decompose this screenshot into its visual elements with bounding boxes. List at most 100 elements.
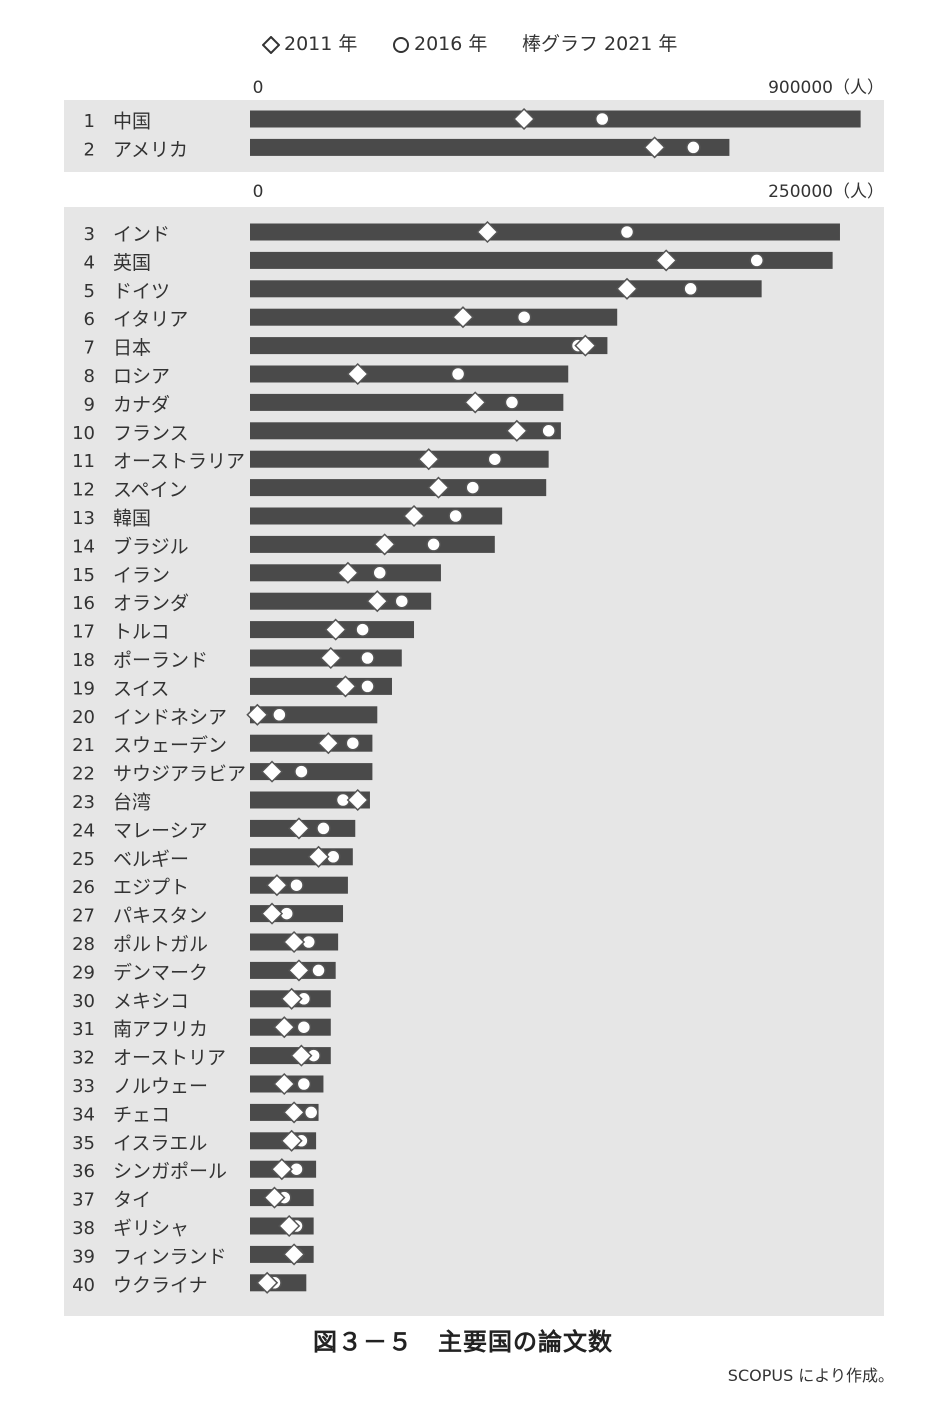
marker-2011-diamond <box>265 874 288 897</box>
bar-2021 <box>250 422 561 440</box>
rank-label: 15 <box>72 565 95 586</box>
marker-2016-circle <box>594 111 610 127</box>
marker-2016-circle <box>289 877 304 893</box>
marker-2011-diamond <box>273 1016 296 1039</box>
country-label: 日本 <box>113 337 151 359</box>
marker-2011-diamond <box>263 1186 286 1209</box>
marker-2016-circle <box>448 508 463 524</box>
marker-2011-diamond <box>655 249 678 272</box>
marker-2011-diamond <box>574 334 597 357</box>
axis-max-label: 900000（人） <box>768 78 884 98</box>
country-label: ポルトガル <box>113 934 208 956</box>
country-label: 英国 <box>113 252 151 274</box>
marker-2011-diamond <box>319 646 342 670</box>
country-label: 台湾 <box>113 792 151 814</box>
country-label: ギリシャ <box>113 1218 189 1240</box>
country-label: チェコ <box>113 1104 170 1126</box>
marker-2016-circle <box>619 224 635 240</box>
country-label: フィンランド <box>113 1246 227 1268</box>
marker-2011-diamond <box>287 817 311 840</box>
rank-label: 21 <box>72 735 95 756</box>
marker-2016-circle <box>450 366 466 382</box>
legend-item-2011: 2011 年 <box>261 28 358 60</box>
marker-2016-circle <box>516 309 532 325</box>
axis-min-label: 0 <box>253 182 264 202</box>
marker-2011-diamond <box>307 845 330 868</box>
marker-2011-diamond <box>283 1101 306 1124</box>
marker-2016-circle <box>296 1019 312 1035</box>
country-label: サウジアラビア <box>113 763 246 785</box>
marker-2011-diamond <box>246 703 269 726</box>
marker-2016-circle <box>355 622 370 637</box>
marker-2011-diamond <box>615 277 639 300</box>
rank-label: 31 <box>72 1019 95 1040</box>
rank-label: 23 <box>72 792 95 813</box>
country-label: トルコ <box>113 621 170 643</box>
bar-2021 <box>250 365 569 383</box>
marker-2016-circle <box>316 821 331 836</box>
marker-2011-diamond <box>334 675 357 698</box>
marker-2011-diamond <box>402 504 426 528</box>
rank-label: 36 <box>72 1161 95 1182</box>
marker-2011-diamond <box>280 987 303 1010</box>
marker-2011-diamond <box>643 136 666 159</box>
country-label: オーストラリア <box>113 451 245 473</box>
legend-item-2016: 2016 年 <box>392 28 487 60</box>
rank-label: 1 <box>84 111 95 132</box>
source-note: SCOPUS により作成。 <box>727 1366 894 1385</box>
marker-2016-circle <box>683 281 698 297</box>
marker-2011-diamond <box>283 1243 306 1266</box>
legend-label-2011: 2011 年 <box>284 33 358 55</box>
country-label: オランダ <box>113 593 189 615</box>
marker-2016-circle <box>487 451 503 467</box>
country-label: デンマーク <box>113 962 208 984</box>
country-label: メキシコ <box>113 990 189 1012</box>
country-label: イタリア <box>113 309 188 331</box>
rank-label: 3 <box>84 224 95 245</box>
rank-label: 10 <box>72 423 95 444</box>
chart-panel-2 <box>64 207 884 1316</box>
country-label: インド <box>113 224 170 246</box>
marker-2011-diamond <box>273 1072 296 1096</box>
rank-label: 22 <box>72 764 95 785</box>
marker-2011-diamond <box>373 533 396 556</box>
rank-label: 6 <box>84 309 95 330</box>
bar-2021 <box>250 479 547 497</box>
rank-label: 29 <box>72 962 95 983</box>
marker-2011-diamond <box>427 476 450 499</box>
legend-item-2021: 棒グラフ 2021 年 <box>522 28 677 60</box>
rank-label: 16 <box>72 593 95 614</box>
rank-label: 13 <box>72 508 95 529</box>
legend: 2011 年 2016 年 棒グラフ 2021 年 <box>0 28 926 60</box>
country-label: イラン <box>113 564 170 586</box>
country-label: パキスタン <box>113 905 207 927</box>
rank-label: 19 <box>72 678 95 699</box>
marker-2011-diamond <box>278 1214 301 1238</box>
bar-2021 <box>250 110 861 128</box>
bar-2021 <box>250 734 373 752</box>
bar-2021 <box>250 138 730 156</box>
bar-2021 <box>250 706 378 724</box>
marker-2016-circle <box>303 1105 319 1120</box>
diamond-icon <box>261 35 281 54</box>
country-label: ベルギー <box>113 848 189 870</box>
country-label: ロシア <box>113 366 170 388</box>
marker-2016-circle <box>372 565 387 581</box>
marker-2011-diamond <box>512 107 536 131</box>
rank-label: 14 <box>72 536 95 557</box>
bar-2021 <box>250 393 564 411</box>
bar-2021 <box>250 337 608 355</box>
marker-2016-circle <box>294 764 309 779</box>
country-label: スペイン <box>113 479 188 501</box>
marker-2011-diamond <box>366 590 389 613</box>
marker-2011-diamond <box>324 618 347 641</box>
rank-label: 30 <box>72 991 95 1012</box>
axis-max-label: 250000（人） <box>768 182 884 202</box>
marker-2011-diamond <box>260 902 284 925</box>
country-label: イスラエル <box>113 1132 207 1154</box>
rank-label: 37 <box>72 1190 95 1211</box>
country-label: フランス <box>113 422 189 444</box>
circle-icon <box>393 36 409 53</box>
marker-2016-circle <box>345 735 361 751</box>
legend-label-2021: 棒グラフ 2021 年 <box>522 33 678 55</box>
